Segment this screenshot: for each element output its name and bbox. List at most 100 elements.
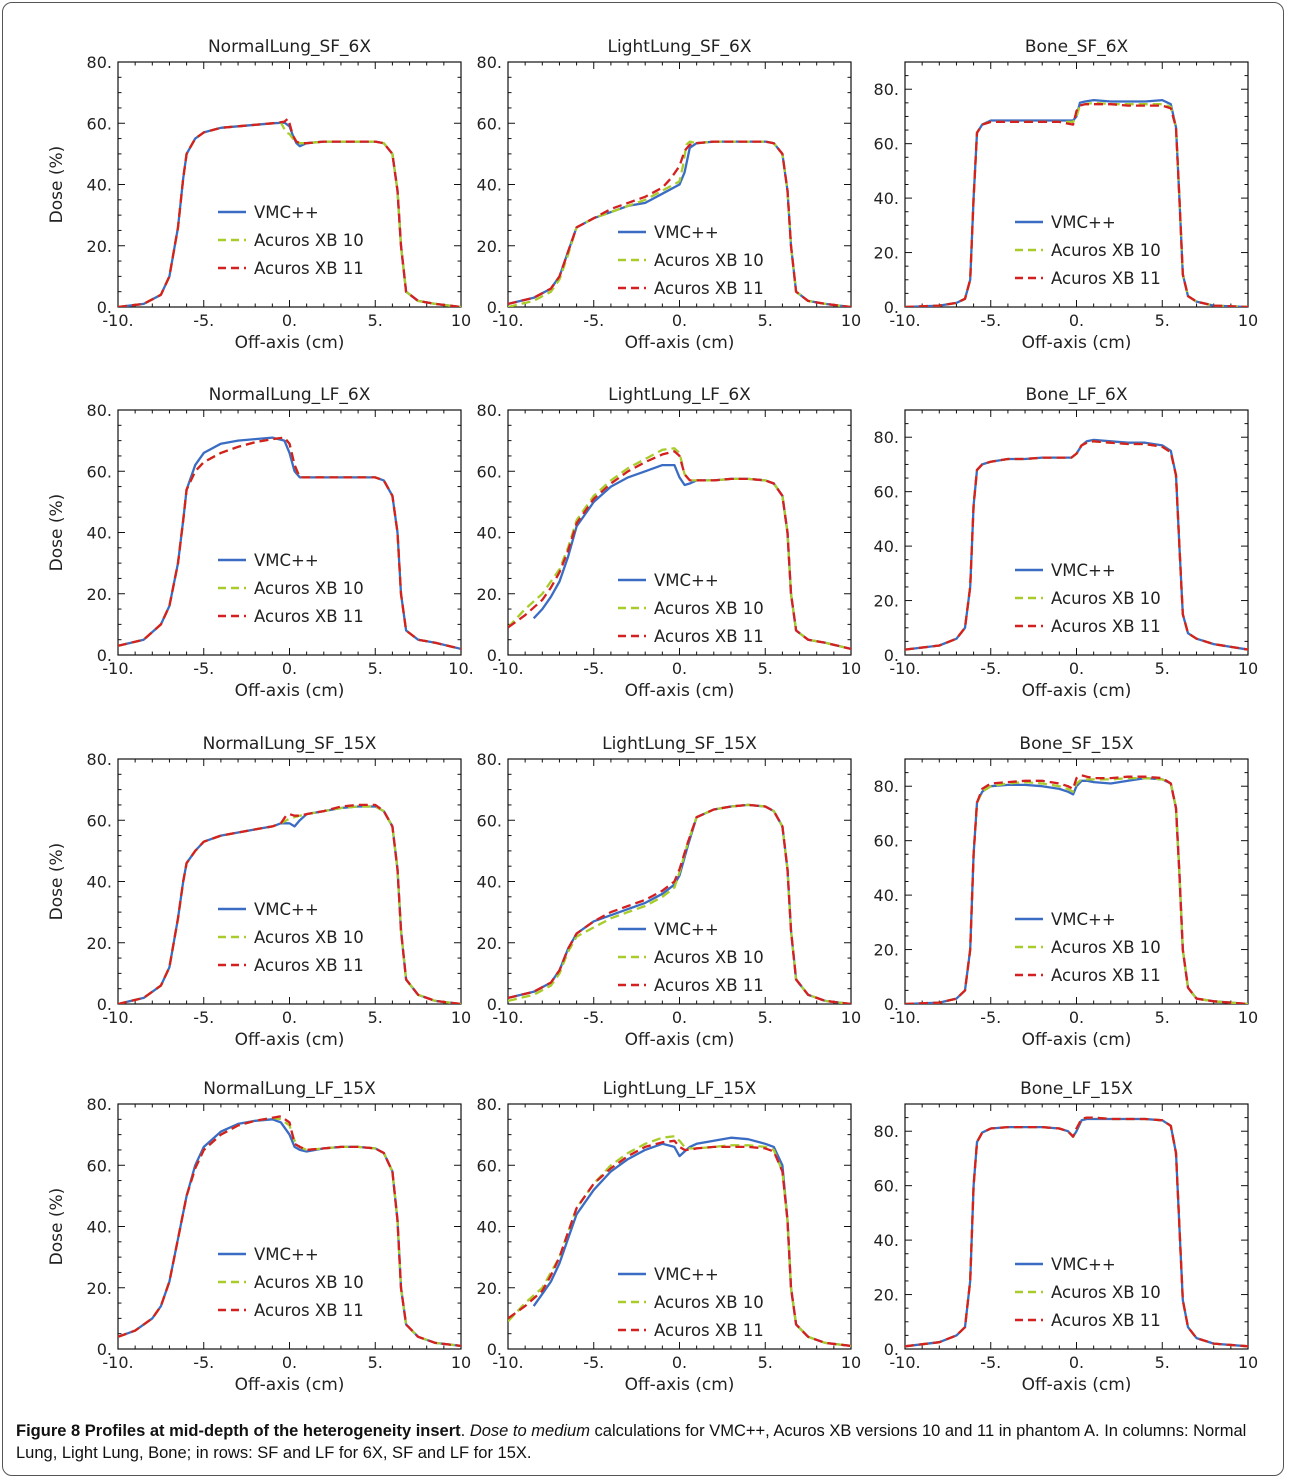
y-tick-label: 20. (874, 1286, 899, 1305)
y-tick-label: 20. (874, 592, 899, 611)
x-tick-label: -5. (583, 311, 604, 330)
chart-panel-2: LightLung_SF_6X -10. -5. 0. 5. 10 0. 20. 40. 60. 8… (477, 37, 862, 353)
x-tick-label: 0. (1069, 1008, 1084, 1027)
chart-title: NormalLung_SF_15X (203, 734, 377, 754)
x-tick-label: -10. (492, 659, 523, 678)
chart-title: Bone_LF_15X (1020, 1079, 1133, 1099)
legend-label: Acuros XB 10 (654, 251, 764, 270)
y-tick-label: 0. (97, 646, 112, 665)
y-tick-label: 60. (874, 483, 899, 502)
x-tick-label: 0. (1069, 311, 1084, 330)
x-axis-label: Off-axis (cm) (1022, 1030, 1132, 1050)
x-tick-label: 5. (1155, 311, 1170, 330)
y-tick-label: 60. (874, 1177, 899, 1196)
chart-panel-11: LightLung_LF_15X -10. -5. 0. 5. 10 0. 20. 40. 60.… (477, 1079, 862, 1395)
y-tick-label: 40. (477, 873, 502, 892)
y-tick-label: 40. (87, 176, 112, 195)
x-tick-label: 5. (758, 1008, 773, 1027)
legend-label: Acuros XB 11 (654, 627, 764, 646)
y-tick-label: 40. (874, 189, 899, 208)
legend-label: VMC++ (1051, 1255, 1116, 1274)
x-tick-label: -10. (889, 1353, 920, 1372)
y-tick-label: 80. (477, 1095, 502, 1114)
y-tick-label: 40. (874, 537, 899, 556)
y-tick-label: 60. (477, 462, 502, 481)
y-tick-label: 0. (97, 298, 112, 317)
y-tick-label: 0. (487, 298, 502, 317)
legend-label: Acuros XB 11 (254, 259, 364, 278)
legend-label: VMC++ (254, 551, 319, 570)
chart-panel-5: LightLung_LF_6X -10. -5. 0. 5. 10 0. 20. 40. 60. 8… (477, 385, 862, 701)
y-tick-label: 80. (477, 750, 502, 769)
y-tick-label: 60. (477, 1156, 502, 1175)
y-axis-label: Dose (%) (47, 1188, 67, 1266)
x-tick-label: 10 (841, 659, 861, 678)
chart-panel-7: NormalLung_SF_15X -10. -5. 0. 5. 10 0. 20. 40. 60… (47, 734, 471, 1050)
x-tick-label: 0. (1069, 659, 1084, 678)
x-tick-label: -5. (980, 1353, 1001, 1372)
series-line (508, 1135, 851, 1348)
legend-label: Acuros XB 11 (1051, 966, 1161, 985)
x-tick-label: -5. (980, 311, 1001, 330)
y-axis-label: Dose (%) (47, 146, 67, 224)
x-tick-label: -5. (193, 1008, 214, 1027)
x-tick-label: -5. (583, 1353, 604, 1372)
series-line (118, 117, 461, 307)
series-line (532, 1136, 851, 1348)
x-tick-label: -10. (102, 1008, 133, 1027)
legend-label: Acuros XB 10 (1051, 589, 1161, 608)
y-tick-label: 0. (884, 646, 899, 665)
y-tick-label: 0. (487, 1340, 502, 1359)
y-tick-label: 80. (874, 80, 899, 99)
y-tick-label: 60. (874, 135, 899, 154)
x-tick-label: 5. (758, 1353, 773, 1372)
legend-label: VMC++ (654, 571, 719, 590)
y-tick-label: 40. (477, 176, 502, 195)
chart-panel-9: Bone_SF_15X -10. -5. 0. 5. 10 0. 20. 40. 60. 80. Of… (874, 734, 1259, 1050)
x-tick-label: -5. (583, 659, 604, 678)
x-axis-label: Off-axis (cm) (235, 1375, 345, 1395)
x-tick-label: -10. (492, 1353, 523, 1372)
y-axis-label: Dose (%) (47, 494, 67, 572)
legend-label: Acuros XB 11 (1051, 617, 1161, 636)
y-tick-label: 20. (874, 244, 899, 263)
chart-title: Bone_SF_6X (1025, 37, 1129, 57)
caption-title: Figure 8 Profiles at mid-depth of the he… (16, 1422, 461, 1440)
chart-title: LightLung_LF_15X (603, 1079, 757, 1099)
legend-label: VMC++ (254, 1245, 319, 1264)
legend-label: Acuros XB 11 (254, 1301, 364, 1320)
x-tick-label: 10 (841, 311, 861, 330)
y-tick-label: 20. (87, 934, 112, 953)
chart-title: LightLung_LF_6X (608, 385, 751, 405)
y-tick-label: 40. (874, 1231, 899, 1250)
legend-label: Acuros XB 11 (254, 956, 364, 975)
y-tick-label: 0. (97, 1340, 112, 1359)
legend-label: Acuros XB 11 (654, 1321, 764, 1340)
series-line (905, 440, 1248, 651)
y-tick-label: 40. (477, 524, 502, 543)
x-tick-label: -5. (193, 659, 214, 678)
plot-area (507, 758, 852, 1005)
x-tick-label: 0. (672, 659, 687, 678)
x-tick-label: 10 (841, 1008, 861, 1027)
x-axis-label: Off-axis (cm) (625, 1375, 735, 1395)
series-line (508, 803, 851, 1004)
y-tick-label: 0. (97, 995, 112, 1014)
x-tick-label: 0. (1069, 1353, 1084, 1372)
legend-label: Acuros XB 11 (1051, 269, 1161, 288)
chart-title: LightLung_SF_15X (602, 734, 757, 754)
y-tick-label: 20. (477, 934, 502, 953)
y-tick-label: 20. (87, 585, 112, 604)
series-line (508, 803, 851, 1004)
y-tick-label: 80. (87, 750, 112, 769)
x-tick-label: 0. (672, 1353, 687, 1372)
x-tick-label: -5. (980, 1008, 1001, 1027)
y-tick-label: 20. (477, 237, 502, 256)
y-tick-label: 80. (87, 401, 112, 420)
chart-panel-10: NormalLung_LF_15X -10. -5. 0. 5. 10 0. 20. 40. 60… (47, 1079, 471, 1395)
x-tick-label: 10 (1238, 1353, 1258, 1372)
y-tick-label: 40. (87, 1218, 112, 1237)
y-tick-label: 60. (87, 114, 112, 133)
x-tick-label: 5. (758, 659, 773, 678)
x-tick-label: 0. (672, 311, 687, 330)
